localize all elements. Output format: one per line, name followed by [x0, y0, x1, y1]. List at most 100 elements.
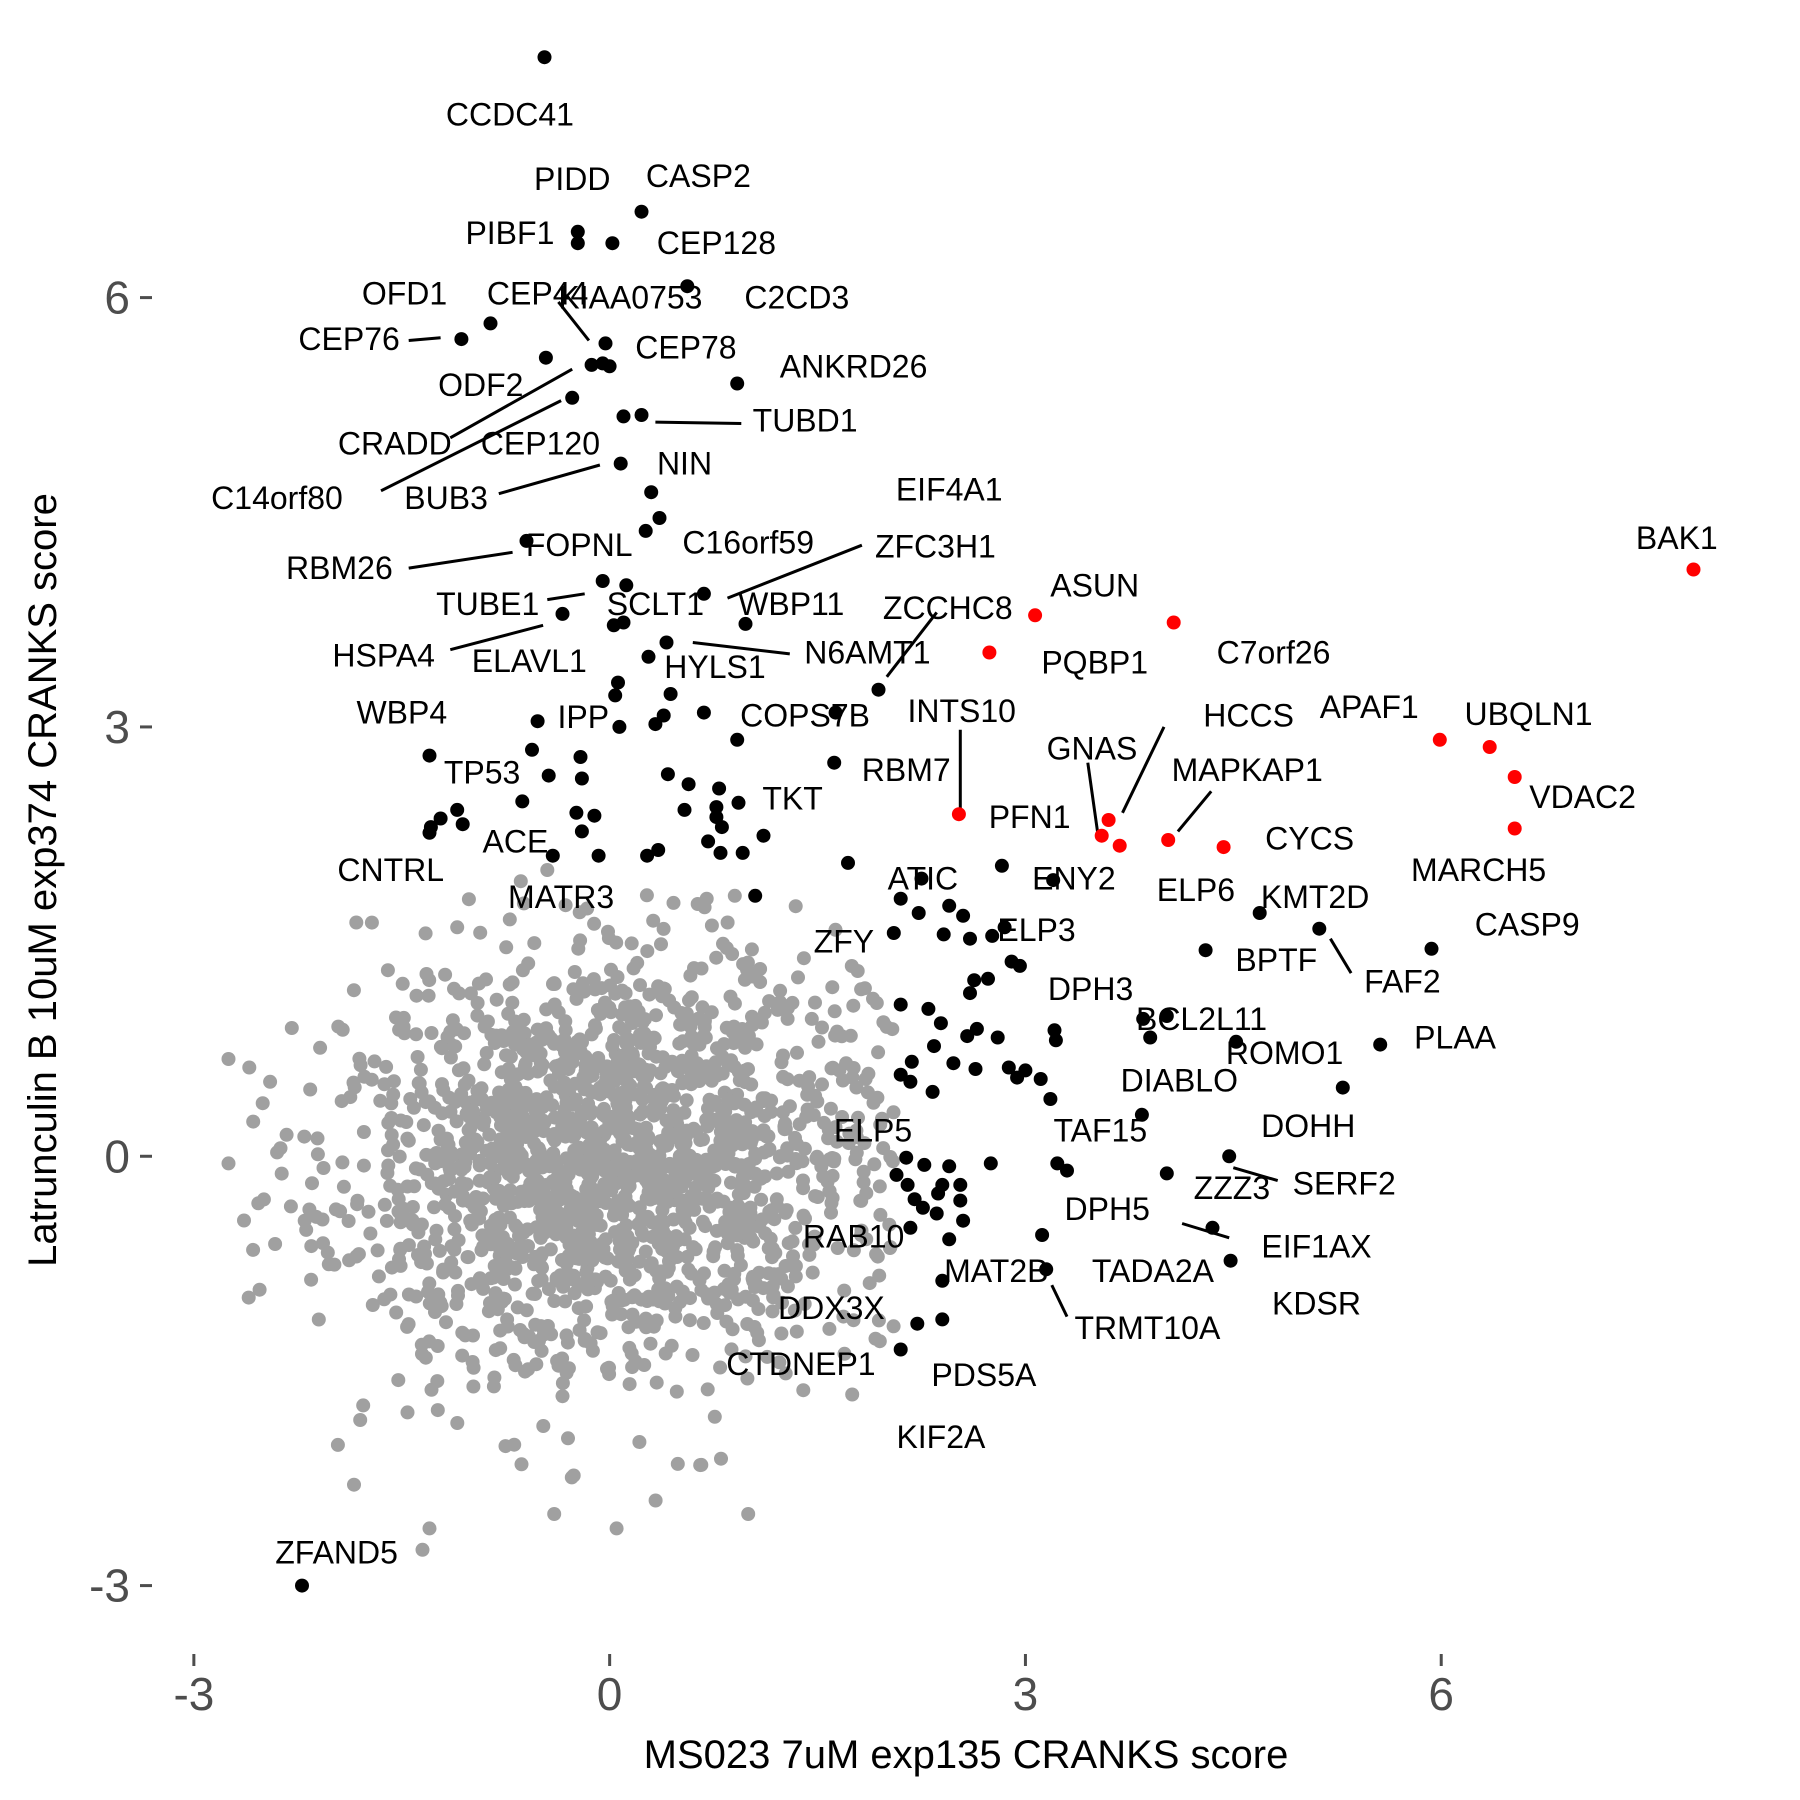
- highlighted-point: [696, 705, 711, 720]
- highlighted-point: [889, 1167, 904, 1182]
- background-point: [518, 1056, 533, 1071]
- background-point: [705, 1292, 720, 1307]
- background-point: [341, 1214, 356, 1228]
- background-point: [780, 1148, 795, 1163]
- background-point: [633, 978, 647, 993]
- highlighted-point: [651, 843, 666, 857]
- highlighted-point: [574, 771, 589, 786]
- background-point: [436, 1265, 451, 1280]
- background-point: [373, 1093, 388, 1108]
- point-label: BAK1: [1636, 520, 1718, 556]
- background-point: [856, 1175, 871, 1190]
- background-point: [886, 1105, 901, 1120]
- highlighted-point: [701, 834, 716, 849]
- highlighted-point: [1424, 941, 1439, 956]
- point-label: CEP44: [487, 275, 588, 311]
- background-point: [571, 1278, 586, 1293]
- background-point: [502, 912, 517, 927]
- significant-point: [1507, 770, 1522, 784]
- background-point: [708, 1158, 723, 1173]
- background-point: [677, 1175, 692, 1190]
- background-point: [406, 1100, 421, 1115]
- background-point: [479, 1143, 494, 1158]
- background-point: [413, 1062, 428, 1077]
- background-point: [221, 1156, 236, 1171]
- background-point: [796, 951, 811, 966]
- background-point: [727, 888, 742, 903]
- significant-point: [1112, 838, 1127, 853]
- background-point: [477, 1019, 492, 1034]
- leader-line: [1181, 1222, 1230, 1240]
- background-point: [424, 1026, 439, 1040]
- point-label: PQBP1: [1041, 645, 1148, 681]
- background-point: [834, 1029, 849, 1044]
- background-point: [726, 1036, 741, 1051]
- background-point: [451, 1288, 465, 1303]
- highlighted-point: [714, 820, 729, 835]
- point-label: ANKRD26: [780, 348, 928, 384]
- background-point: [773, 983, 788, 998]
- highlighted-point: [591, 848, 606, 863]
- background-point: [684, 1266, 699, 1281]
- point-label: NIN: [657, 446, 712, 482]
- background-point: [443, 1024, 458, 1039]
- significant-point: [1028, 608, 1043, 623]
- background-point: [697, 1013, 712, 1028]
- background-point: [297, 1129, 312, 1144]
- background-point: [677, 1206, 692, 1221]
- background-point: [844, 959, 859, 973]
- background-point: [744, 1105, 759, 1120]
- background-point: [835, 1110, 850, 1124]
- background-point: [381, 1115, 396, 1130]
- background-point: [611, 1099, 626, 1114]
- background-point: [535, 1246, 550, 1261]
- background-point: [586, 1182, 601, 1197]
- point-label: TUBD1: [753, 403, 858, 439]
- highlighted-point: [1043, 1092, 1058, 1106]
- background-point: [309, 1209, 324, 1224]
- background-point: [563, 1200, 578, 1215]
- background-point: [675, 1034, 690, 1049]
- point-label: CASP9: [1475, 906, 1580, 942]
- point-label: PIBF1: [465, 215, 554, 251]
- background-point: [560, 1335, 575, 1350]
- background-point: [768, 1246, 783, 1260]
- highlighted-point: [893, 997, 908, 1012]
- background-point: [347, 1477, 361, 1492]
- highlighted-point: [735, 845, 750, 860]
- background-point: [650, 1169, 665, 1184]
- background-point: [872, 1268, 887, 1283]
- background-point: [457, 1026, 471, 1041]
- background-point: [837, 1346, 852, 1361]
- leader-line: [885, 611, 938, 678]
- background-point: [589, 1055, 604, 1070]
- background-point: [473, 925, 488, 940]
- significant-point: [1482, 740, 1497, 754]
- highlighted-point: [1010, 1070, 1025, 1085]
- background-point: [499, 1154, 514, 1169]
- point-label: KIAA0753: [558, 280, 702, 316]
- highlighted-point: [756, 828, 771, 843]
- highlighted-point: [1159, 1009, 1174, 1023]
- significant-point: [951, 807, 966, 822]
- background-point: [630, 955, 645, 970]
- highlighted-point: [656, 708, 671, 723]
- background-point: [670, 1456, 685, 1471]
- background-point: [822, 1321, 837, 1336]
- background-point: [857, 981, 872, 996]
- background-point: [470, 1135, 485, 1149]
- highlighted-point: [828, 705, 843, 720]
- background-point: [740, 962, 754, 977]
- background-point: [349, 915, 364, 930]
- background-point: [540, 863, 555, 877]
- background-point: [750, 1325, 765, 1340]
- background-point: [486, 1225, 501, 1240]
- background-point: [518, 1364, 532, 1379]
- background-point: [583, 1107, 598, 1122]
- point-label: ZZZ3: [1194, 1170, 1270, 1206]
- background-point: [331, 1019, 346, 1034]
- background-point: [514, 1148, 529, 1163]
- background-point: [583, 1197, 598, 1212]
- background-point: [660, 1264, 675, 1279]
- background-point: [725, 947, 740, 961]
